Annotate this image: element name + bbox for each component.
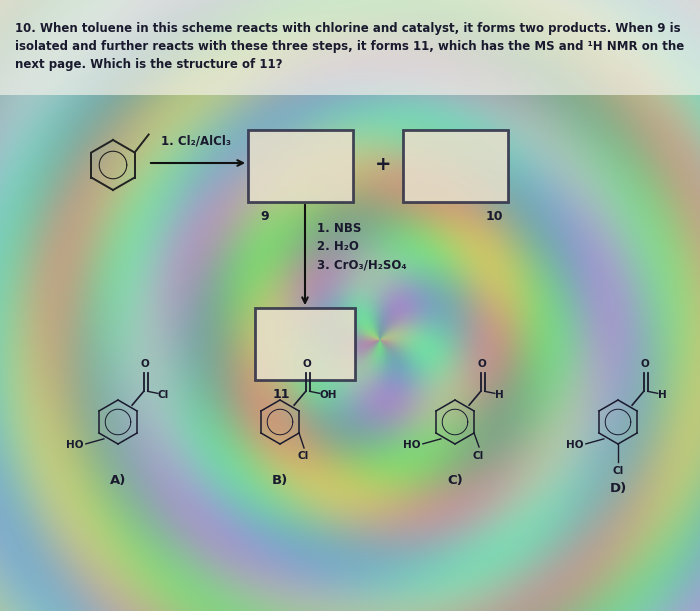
Text: O: O <box>640 359 649 370</box>
Text: next page. Which is the structure of 11?: next page. Which is the structure of 11? <box>15 58 283 71</box>
Text: H: H <box>495 390 503 400</box>
Text: HO: HO <box>403 440 421 450</box>
Text: 9: 9 <box>260 210 269 223</box>
Text: OH: OH <box>320 390 337 400</box>
Bar <box>0 0 700 95</box>
Text: isolated and further reacts with these three steps, it forms 11, which has the M: isolated and further reacts with these t… <box>15 40 685 53</box>
Text: H: H <box>658 390 666 400</box>
Text: 10: 10 <box>486 210 503 223</box>
Text: 10. When toluene in this scheme reacts with chlorine and catalyst, it forms two : 10. When toluene in this scheme reacts w… <box>15 22 680 35</box>
Text: 3. CrO₃/H₂SO₄: 3. CrO₃/H₂SO₄ <box>317 258 407 271</box>
Text: HO: HO <box>566 440 584 450</box>
Bar <box>255 308 355 380</box>
Bar <box>248 130 353 202</box>
Text: Cl: Cl <box>612 466 624 476</box>
Text: B): B) <box>272 474 288 487</box>
Text: +: + <box>374 156 391 175</box>
Text: HO: HO <box>66 440 84 450</box>
Text: 11: 11 <box>273 388 290 401</box>
Text: 1. NBS: 1. NBS <box>317 222 361 235</box>
Text: Cl: Cl <box>158 390 169 400</box>
Text: A): A) <box>110 474 126 487</box>
Text: 2. H₂O: 2. H₂O <box>317 240 359 253</box>
Text: O: O <box>302 359 311 370</box>
Text: C): C) <box>447 474 463 487</box>
Bar <box>403 130 508 202</box>
Text: Cl: Cl <box>473 451 484 461</box>
Text: D): D) <box>610 482 627 495</box>
Text: O: O <box>140 359 149 370</box>
Text: 1. Cl₂/AlCl₃: 1. Cl₂/AlCl₃ <box>161 135 231 148</box>
Text: O: O <box>477 359 486 370</box>
Text: Cl: Cl <box>298 451 309 461</box>
